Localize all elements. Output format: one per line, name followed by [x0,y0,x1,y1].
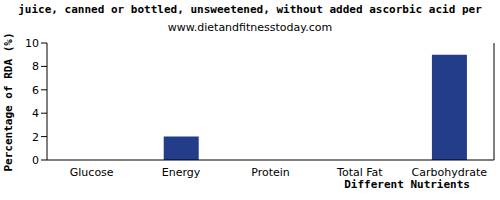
svg-text:Total Fat: Total Fat [336,166,383,179]
html-text:juice, canned or bottled, unsw: juice, canned or bottled, unsweetened, w… [18,3,482,16]
html-text:www.dietandfitnesstoday.com: www.dietandfitnesstoday.com [167,21,333,34]
svg-text:0: 0 [32,154,39,167]
svg-text:Carbohydrate: Carbohydrate [412,166,488,179]
svg-text:10: 10 [25,37,39,50]
svg-text:Glucose: Glucose [70,166,114,179]
html-text:Different Nutrients: Different Nutrients [344,178,470,191]
svg-text:8: 8 [32,60,39,73]
svg-text:6: 6 [32,84,39,97]
svg-text:Protein: Protein [251,166,290,179]
svg-text:4: 4 [32,107,39,120]
svg-text:Energy: Energy [162,166,201,179]
svg-text:2: 2 [32,131,39,144]
html-text:Percentage of RDA (%): Percentage of RDA (%) [1,32,15,171]
